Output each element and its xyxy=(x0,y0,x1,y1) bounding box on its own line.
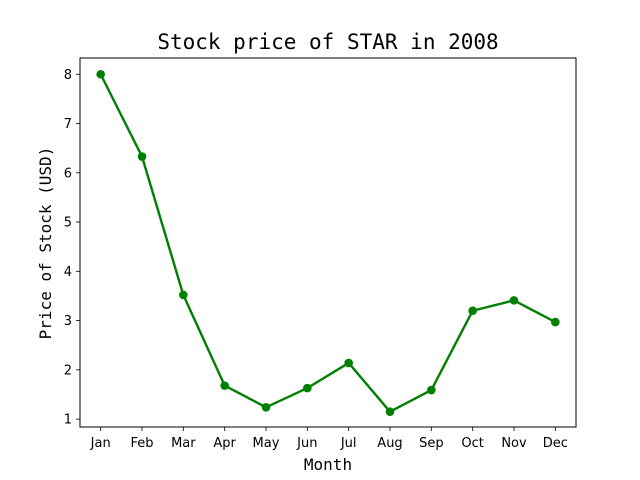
x-tick-label: Nov xyxy=(501,436,527,451)
y-tick-label: 7 xyxy=(64,117,72,132)
data-point xyxy=(344,358,353,368)
data-point xyxy=(137,152,147,161)
y-tick-label: 6 xyxy=(64,166,72,181)
data-point xyxy=(261,402,271,412)
axes-frame xyxy=(79,57,577,428)
y-tick-label: 2 xyxy=(64,363,72,378)
data-point xyxy=(179,290,188,300)
data-point xyxy=(303,383,312,393)
data-point xyxy=(96,69,105,79)
plot-area: 1 2 3 4 5 6 7 8 Jan Feb Mar Apr May Jun Jul Aug Sep Oct No… xyxy=(64,57,577,451)
x-tick-label: May xyxy=(253,436,280,451)
x-tick-label: Dec xyxy=(543,436,568,451)
x-tick-label: Aug xyxy=(377,436,402,451)
y-tick-label: 8 xyxy=(64,68,72,83)
x-tick-label: Sep xyxy=(419,436,444,451)
y-tick-label: 5 xyxy=(64,216,72,231)
x-tick-label: Jan xyxy=(90,436,111,451)
y-tick-label: 3 xyxy=(64,314,72,329)
data-point xyxy=(220,381,229,390)
x-tick-label: Feb xyxy=(130,436,153,451)
x-tick-label: Jul xyxy=(340,436,357,451)
x-tick-label: Jun xyxy=(296,436,317,451)
series-line xyxy=(99,73,556,413)
data-point xyxy=(427,385,436,395)
data-point xyxy=(468,306,477,316)
y-tick-label: 1 xyxy=(64,413,72,428)
y-tick-label: 4 xyxy=(64,265,72,280)
x-tick-label: Mar xyxy=(171,436,196,451)
x-axis-label: Month xyxy=(304,455,352,474)
x-tick-label: Oct xyxy=(461,436,483,451)
x-tick-label: Apr xyxy=(213,436,236,451)
data-point xyxy=(385,407,395,417)
data-point xyxy=(509,296,519,305)
chart-title: Stock price of STAR in 2008 xyxy=(157,30,498,54)
y-axis-label: Price of Stock (USD) xyxy=(36,147,55,340)
data-point xyxy=(551,317,560,327)
